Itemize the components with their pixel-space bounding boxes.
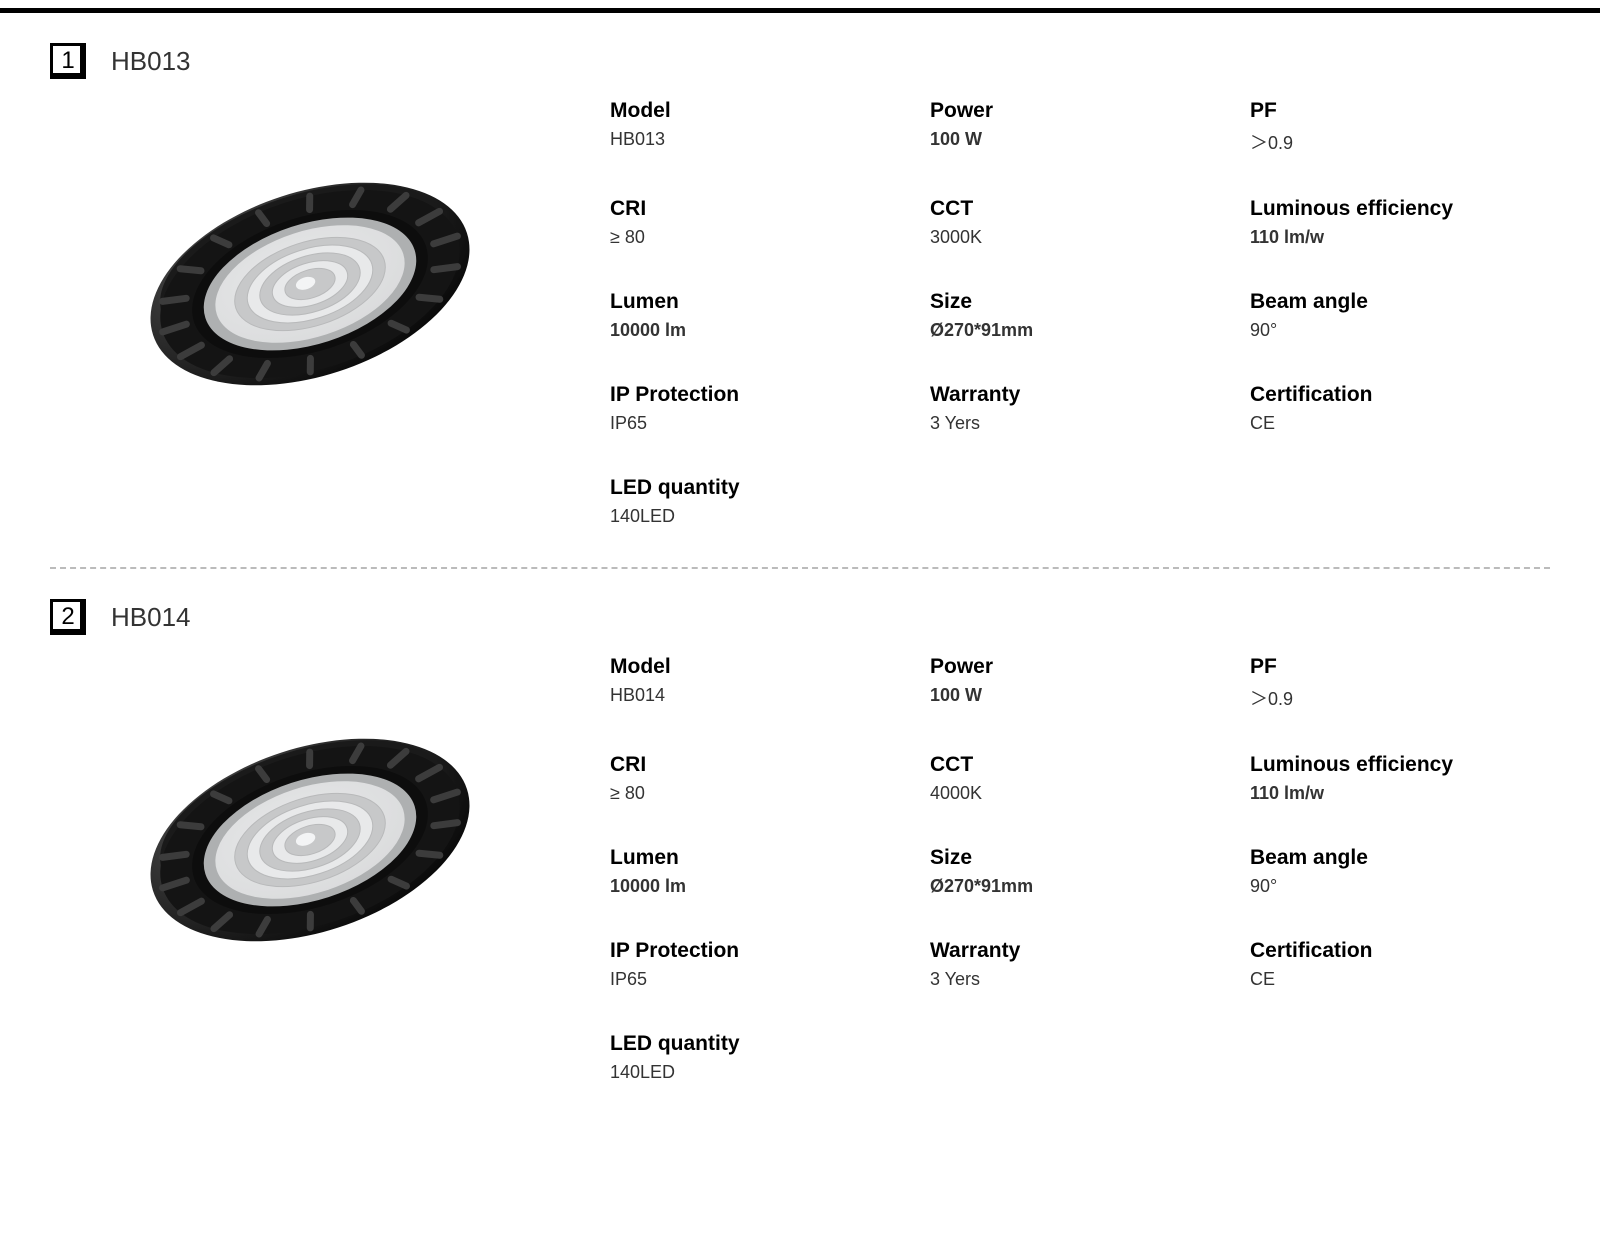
spec-item: Certification CE: [1250, 383, 1550, 434]
spec-label: IP Protection: [610, 383, 910, 407]
spec-item: LED quantity 140LED: [610, 1032, 910, 1083]
spec-item: Luminous efficiency 110 lm/w: [1250, 753, 1550, 804]
product-body: Model HB013 Power 100 W PF ＞0.9 CRI ≥ 80…: [50, 89, 1550, 527]
spec-label: Size: [930, 846, 1230, 870]
spec-item: Size Ø270*91mm: [930, 846, 1230, 897]
spec-value: CE: [1250, 413, 1550, 434]
spec-value: 3 Yers: [930, 413, 1230, 434]
spec-value: ≥ 80: [610, 227, 910, 248]
spec-value: HB014: [610, 685, 910, 706]
spec-item: Model HB014: [610, 655, 910, 711]
spec-label: Beam angle: [1250, 846, 1550, 870]
spec-item: Certification CE: [1250, 939, 1550, 990]
spec-value: ＞0.9: [1250, 129, 1550, 155]
spec-value: 10000 lm: [610, 876, 910, 897]
product-header: 2 HB014: [50, 599, 1550, 635]
spec-label: Certification: [1250, 939, 1550, 963]
spec-item: Lumen 10000 lm: [610, 846, 910, 897]
spec-grid: Model HB014 Power 100 W PF ＞0.9 CRI ≥ 80…: [610, 645, 1550, 1083]
spec-label: LED quantity: [610, 1032, 910, 1056]
spec-label: PF: [1250, 99, 1550, 123]
spec-label: Model: [610, 655, 910, 679]
spec-item: Warranty 3 Yers: [930, 939, 1230, 990]
spec-value: 140LED: [610, 506, 910, 527]
spec-value: CE: [1250, 969, 1550, 990]
index-box: 1: [50, 43, 86, 79]
spec-value: IP65: [610, 413, 910, 434]
spec-label: PF: [1250, 655, 1550, 679]
spec-value: 10000 lm: [610, 320, 910, 341]
ufo-light-icon: [130, 675, 490, 975]
spec-value: IP65: [610, 969, 910, 990]
index-number: 2: [61, 603, 74, 631]
spec-item: CRI ≥ 80: [610, 753, 910, 804]
spec-item: Size Ø270*91mm: [930, 290, 1230, 341]
spec-label: IP Protection: [610, 939, 910, 963]
index-number: 1: [61, 47, 74, 75]
spec-item: Lumen 10000 lm: [610, 290, 910, 341]
spec-value: 4000K: [930, 783, 1230, 804]
ufo-light-icon: [130, 119, 490, 419]
spec-label: Luminous efficiency: [1250, 197, 1550, 221]
spec-item: Beam angle 90°: [1250, 290, 1550, 341]
spec-label: LED quantity: [610, 476, 910, 500]
spec-label: Warranty: [930, 939, 1230, 963]
spec-item: Power 100 W: [930, 99, 1230, 155]
spec-item: LED quantity 140LED: [610, 476, 910, 527]
spec-item: Warranty 3 Yers: [930, 383, 1230, 434]
spec-label: Model: [610, 99, 910, 123]
spec-value: ≥ 80: [610, 783, 910, 804]
spec-label: Power: [930, 99, 1230, 123]
product-image: [50, 645, 570, 1083]
spec-label: Certification: [1250, 383, 1550, 407]
spec-label: CRI: [610, 753, 910, 777]
spec-item: PF ＞0.9: [1250, 99, 1550, 155]
spec-value: 3000K: [930, 227, 1230, 248]
product-header: 1 HB013: [50, 43, 1550, 79]
product-image: [50, 89, 570, 527]
spec-label: Size: [930, 290, 1230, 314]
spec-value: Ø270*91mm: [930, 320, 1230, 341]
spec-value: 140LED: [610, 1062, 910, 1083]
spec-label: CCT: [930, 197, 1230, 221]
spec-label: Beam angle: [1250, 290, 1550, 314]
spec-grid: Model HB013 Power 100 W PF ＞0.9 CRI ≥ 80…: [610, 89, 1550, 527]
spec-item: Luminous efficiency 110 lm/w: [1250, 197, 1550, 248]
spec-value: HB013: [610, 129, 910, 150]
spec-item: Power 100 W: [930, 655, 1230, 711]
spec-label: Lumen: [610, 846, 910, 870]
spec-label: Power: [930, 655, 1230, 679]
spec-value: Ø270*91mm: [930, 876, 1230, 897]
product-title: HB013: [111, 46, 191, 77]
product-title: HB014: [111, 602, 191, 633]
spec-value: 90°: [1250, 876, 1550, 897]
spec-label: CCT: [930, 753, 1230, 777]
spec-label: Lumen: [610, 290, 910, 314]
spec-item: IP Protection IP65: [610, 383, 910, 434]
spec-value: 110 lm/w: [1250, 227, 1550, 248]
index-box: 2: [50, 599, 86, 635]
spec-value: 90°: [1250, 320, 1550, 341]
spec-item: CRI ≥ 80: [610, 197, 910, 248]
spec-item: IP Protection IP65: [610, 939, 910, 990]
spec-item: Model HB013: [610, 99, 910, 155]
spec-label: Luminous efficiency: [1250, 753, 1550, 777]
product-body: Model HB014 Power 100 W PF ＞0.9 CRI ≥ 80…: [50, 645, 1550, 1083]
spec-label: CRI: [610, 197, 910, 221]
spec-value: 110 lm/w: [1250, 783, 1550, 804]
spec-value: 3 Yers: [930, 969, 1230, 990]
spec-item: CCT 3000K: [930, 197, 1230, 248]
spec-value: ＞0.9: [1250, 685, 1550, 711]
spec-item: Beam angle 90°: [1250, 846, 1550, 897]
product-block: 2 HB014: [0, 569, 1600, 1123]
product-block: 1 HB013: [0, 13, 1600, 567]
spec-item: CCT 4000K: [930, 753, 1230, 804]
spec-item: PF ＞0.9: [1250, 655, 1550, 711]
spec-label: Warranty: [930, 383, 1230, 407]
spec-value: 100 W: [930, 685, 1230, 706]
spec-value: 100 W: [930, 129, 1230, 150]
